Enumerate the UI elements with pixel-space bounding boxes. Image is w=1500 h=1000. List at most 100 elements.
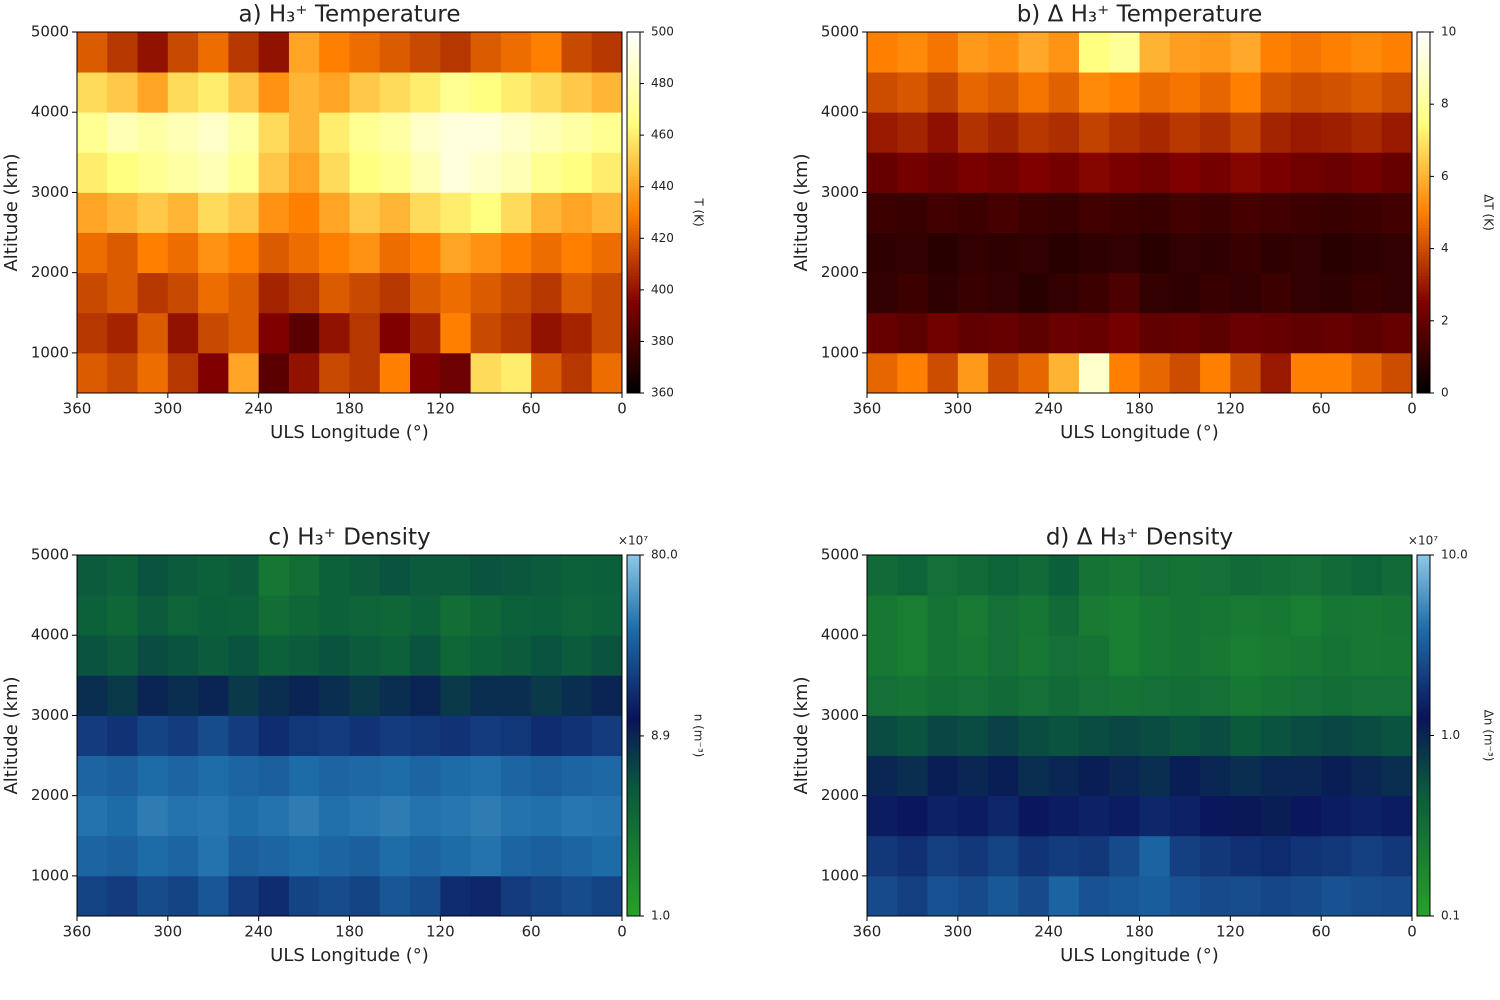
- heatmap-cell: [379, 675, 411, 716]
- heatmap-cell: [77, 152, 108, 193]
- colorbar-gradient: [1417, 356, 1430, 361]
- colorbar-gradient: [627, 900, 640, 905]
- heatmap-cell: [440, 715, 472, 756]
- heatmap-cell: [77, 675, 108, 716]
- heatmap-cell: [410, 555, 441, 596]
- heatmap-cell: [500, 32, 532, 73]
- y-axis-title: Altitude (km): [1, 153, 22, 271]
- colorbar-gradient: [1417, 900, 1430, 905]
- heatmap-cell: [1200, 192, 1231, 233]
- x-tick-label: 360: [853, 400, 882, 418]
- colorbar-gradient: [1417, 771, 1430, 776]
- heatmap-cell: [1139, 32, 1171, 73]
- heatmap-cell: [137, 715, 169, 756]
- heatmap-cell: [500, 715, 532, 756]
- heatmap-cell: [258, 875, 290, 917]
- heatmap-cell: [1230, 555, 1262, 596]
- heatmap-cell: [77, 595, 108, 636]
- colorbar-gradient: [1417, 897, 1430, 902]
- heatmap-cell: [107, 595, 138, 636]
- heatmap-cell: [107, 312, 138, 354]
- heatmap-cell: [1169, 232, 1201, 274]
- heatmap-cell: [1078, 32, 1110, 73]
- colorbar-gradient: [1417, 200, 1430, 204]
- colorbar-gradient: [627, 365, 640, 370]
- colorbar-gradient: [627, 44, 640, 48]
- heatmap-cell: [1169, 875, 1201, 917]
- colorbar-gradient: [1417, 146, 1430, 150]
- heatmap-cell: [107, 875, 138, 917]
- heatmap-cell: [561, 192, 593, 233]
- colorbar-gradient: [627, 113, 640, 117]
- colorbar-gradient: [1417, 789, 1430, 794]
- colorbar-gradient: [627, 831, 640, 836]
- colorbar-tick-label: 420: [651, 231, 674, 245]
- heatmap-cell: [561, 795, 593, 837]
- heatmap-cell: [410, 635, 441, 676]
- chart-title: b) Δ H₃⁺ Temperature: [1017, 2, 1263, 28]
- heatmap-cell: [1260, 635, 1292, 676]
- colorbar-gradient: [1417, 576, 1430, 580]
- x-axis-title: ULS Longitude (°): [1060, 945, 1219, 966]
- heatmap-cell: [77, 32, 108, 73]
- heatmap-cell: [1200, 72, 1231, 113]
- heatmap-cell: [379, 72, 411, 113]
- heatmap-cell: [531, 312, 562, 354]
- colorbar-gradient: [627, 116, 640, 120]
- heatmap-cell: [1109, 795, 1140, 837]
- heatmap-cell: [1048, 272, 1080, 314]
- colorbar-gradient: [627, 374, 640, 379]
- heatmap-cell: [137, 112, 169, 153]
- heatmap-cell: [531, 875, 562, 917]
- colorbar-gradient: [627, 251, 640, 256]
- heatmap-cell: [1260, 875, 1292, 917]
- heatmap-cell: [1078, 755, 1110, 797]
- heatmap-cell: [591, 112, 623, 153]
- colorbar-gradient: [1417, 185, 1430, 189]
- y-tick-label: 4000: [821, 626, 859, 644]
- colorbar-label: n (m⁻³): [692, 714, 706, 758]
- heatmap-cell: [867, 72, 898, 113]
- colorbar-gradient: [627, 726, 640, 730]
- heatmap-cell: [1260, 192, 1292, 233]
- heatmap-cell: [167, 312, 199, 354]
- colorbar-gradient: [1417, 669, 1430, 673]
- x-tick-label: 120: [426, 923, 455, 941]
- heatmap-cell: [897, 152, 928, 193]
- heatmap-cell: [1230, 795, 1262, 837]
- panel: 360 300 240 180 120 60 0 1000 2000 3000 4000 5000 d)…: [791, 525, 1496, 967]
- colorbar-gradient: [627, 627, 640, 631]
- panel: 360 300 240 180 120 60 010002000300040005000b)…: [791, 2, 1496, 444]
- heatmap-cell: [167, 755, 199, 797]
- colorbar-gradient: [627, 822, 640, 827]
- y-tick-label: 1000: [821, 343, 859, 361]
- colorbar-gradient: [627, 137, 640, 141]
- colorbar-gradient: [1417, 128, 1430, 132]
- heatmap-cell: [410, 875, 441, 917]
- colorbar-gradient: [627, 801, 640, 806]
- heatmap-cell: [198, 32, 229, 73]
- colorbar-gradient: [627, 636, 640, 640]
- heatmap-cell: [1321, 595, 1352, 636]
- colorbar-gradient: [1417, 221, 1430, 226]
- colorbar-gradient: [627, 600, 640, 604]
- colorbar-gradient: [627, 570, 640, 574]
- colorbar-gradient: [627, 858, 640, 863]
- colorbar-gradient: [627, 843, 640, 848]
- heatmap-cell: [897, 715, 928, 756]
- heatmap-cell: [531, 112, 562, 153]
- heatmap-cell: [1018, 835, 1050, 877]
- heatmap-cell: [107, 152, 138, 193]
- heatmap-cell: [1139, 595, 1171, 636]
- heatmap-cell: [1230, 635, 1262, 676]
- colorbar-gradient: [627, 185, 640, 189]
- colorbar-gradient: [1417, 248, 1430, 253]
- heatmap-cell: [500, 112, 532, 153]
- colorbar-gradient: [1417, 912, 1430, 917]
- colorbar-gradient: [627, 170, 640, 174]
- heatmap-cell: [77, 795, 108, 837]
- colorbar-gradient: [627, 813, 640, 818]
- heatmap-cell: [1260, 72, 1292, 113]
- heatmap-cell: [1169, 595, 1201, 636]
- heatmap-cell: [561, 232, 593, 274]
